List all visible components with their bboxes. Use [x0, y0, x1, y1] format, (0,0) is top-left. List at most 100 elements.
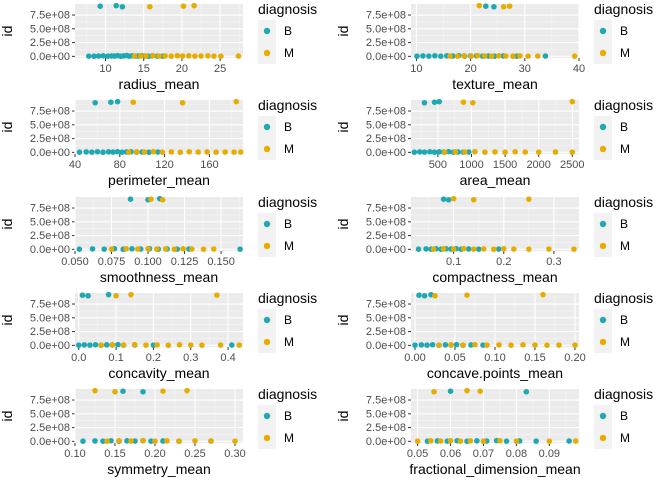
data-point-M — [152, 438, 158, 444]
y-tick-label: 5.0e+08 — [30, 23, 70, 35]
data-point-M — [176, 341, 183, 348]
y-tick-label: 0.0e+00 — [30, 340, 70, 352]
legend-key-M — [599, 242, 607, 250]
data-point-M — [448, 342, 454, 348]
data-point-M — [200, 246, 207, 252]
data-point-B — [415, 246, 422, 252]
data-point-M — [154, 342, 160, 348]
data-point-B — [119, 3, 126, 10]
data-point-B — [421, 99, 428, 106]
y-tick-label: 7.5e+08 — [366, 106, 406, 118]
y-tick-label: 0.0e+00 — [366, 147, 406, 159]
data-point-M — [177, 149, 184, 156]
x-tick-label: 0.05 — [407, 448, 428, 460]
chart-panel-texture-mean: 0.0e+00 2.5e+08 5.0e+087.5e+08 10 20 30 40 text… — [335, 1, 653, 92]
data-point-B — [105, 149, 112, 155]
x-axis-title: radius_mean — [119, 76, 200, 92]
x-tick-label: 0.125 — [171, 256, 199, 268]
legend: diagnosis BM — [258, 1, 317, 64]
data-point-M — [145, 245, 151, 252]
data-point-B — [420, 53, 426, 59]
data-point-B — [431, 99, 438, 106]
legend-key-B — [263, 123, 271, 131]
data-point-B — [423, 246, 429, 252]
data-point-M — [143, 53, 149, 59]
data-point-B — [148, 438, 154, 444]
legend-label-B: B — [284, 24, 292, 38]
data-point-M — [104, 438, 110, 444]
legend: diagnosis BM — [258, 97, 317, 160]
data-point-M — [211, 53, 217, 59]
data-point-M — [464, 387, 470, 394]
data-point-B — [427, 148, 433, 155]
data-point-M — [430, 246, 437, 252]
data-point-M — [476, 2, 483, 9]
legend: diagnosis BM — [594, 194, 653, 257]
data-point-M — [535, 149, 542, 155]
x-tick-label: 0.15 — [524, 352, 545, 364]
plot-panel-background — [75, 4, 243, 58]
data-point-M — [160, 388, 166, 395]
data-point-M — [571, 53, 578, 59]
data-point-M — [131, 341, 138, 348]
data-point-M — [171, 246, 178, 253]
data-point-B — [436, 98, 443, 105]
x-tick-label: 0.00 — [404, 352, 425, 364]
x-tick-label: 1000 — [459, 159, 483, 171]
data-point-M — [414, 438, 421, 444]
data-point-M — [508, 342, 514, 349]
data-point-B — [83, 149, 89, 155]
data-point-M — [447, 437, 454, 444]
data-point-B — [110, 149, 116, 155]
data-point-M — [506, 3, 513, 10]
data-point-M — [162, 246, 169, 252]
data-point-M — [464, 292, 470, 299]
y-tick-label: 0.0e+00 — [366, 340, 406, 352]
y-axis-title: id — [335, 26, 351, 37]
plot-panel-background — [411, 389, 579, 443]
legend: diagnosis BM — [258, 194, 317, 257]
x-tick-label: 10 — [99, 63, 111, 75]
legend-key-background — [258, 405, 276, 449]
x-tick-label: 160 — [200, 159, 218, 171]
data-point-M — [141, 149, 148, 155]
y-tick-label: 5.0e+08 — [366, 119, 406, 131]
x-axis-title: perimeter_mean — [108, 172, 210, 188]
x-tick-label: 0.2 — [146, 352, 161, 364]
x-tick-label: 0.30 — [224, 448, 245, 460]
legend-title: diagnosis — [258, 97, 317, 113]
data-point-B — [155, 149, 161, 155]
data-point-M — [431, 388, 437, 395]
y-axis-title: id — [0, 219, 15, 230]
data-point-M — [179, 53, 186, 59]
data-point-M — [195, 149, 201, 155]
y-tick-label: 2.5e+08 — [366, 37, 406, 49]
x-tick-label: 0.050 — [61, 256, 89, 268]
legend-key-B — [263, 316, 271, 324]
y-tick-label: 0.0e+00 — [366, 436, 406, 448]
legend-key-M — [599, 434, 607, 442]
data-point-B — [91, 53, 97, 60]
legend-key-background — [258, 20, 276, 64]
data-point-M — [208, 438, 214, 444]
data-point-M — [130, 99, 137, 106]
data-point-M — [540, 291, 546, 298]
legend-key-M — [599, 338, 607, 346]
y-tick-label: 5.0e+08 — [30, 312, 70, 324]
data-point-M — [546, 246, 552, 252]
x-tick-label: 0.075 — [98, 256, 126, 268]
data-point-B — [100, 52, 107, 59]
data-point-B — [92, 99, 98, 106]
data-point-M — [500, 245, 507, 252]
data-point-M — [162, 53, 168, 59]
chart-panel-concave-points-mean: 0.0e+00 2.5e+08 5.0e+087.5e+08 0.00 0.05 0.10… — [335, 290, 653, 381]
data-point-M — [168, 53, 175, 60]
data-point-M — [525, 53, 531, 59]
data-point-M — [135, 246, 141, 252]
data-point-M — [437, 438, 444, 444]
data-point-M — [454, 53, 461, 60]
legend-key-background — [594, 116, 612, 160]
x-tick-label: 0.20 — [564, 352, 585, 364]
x-axis-title: texture_mean — [452, 76, 538, 92]
